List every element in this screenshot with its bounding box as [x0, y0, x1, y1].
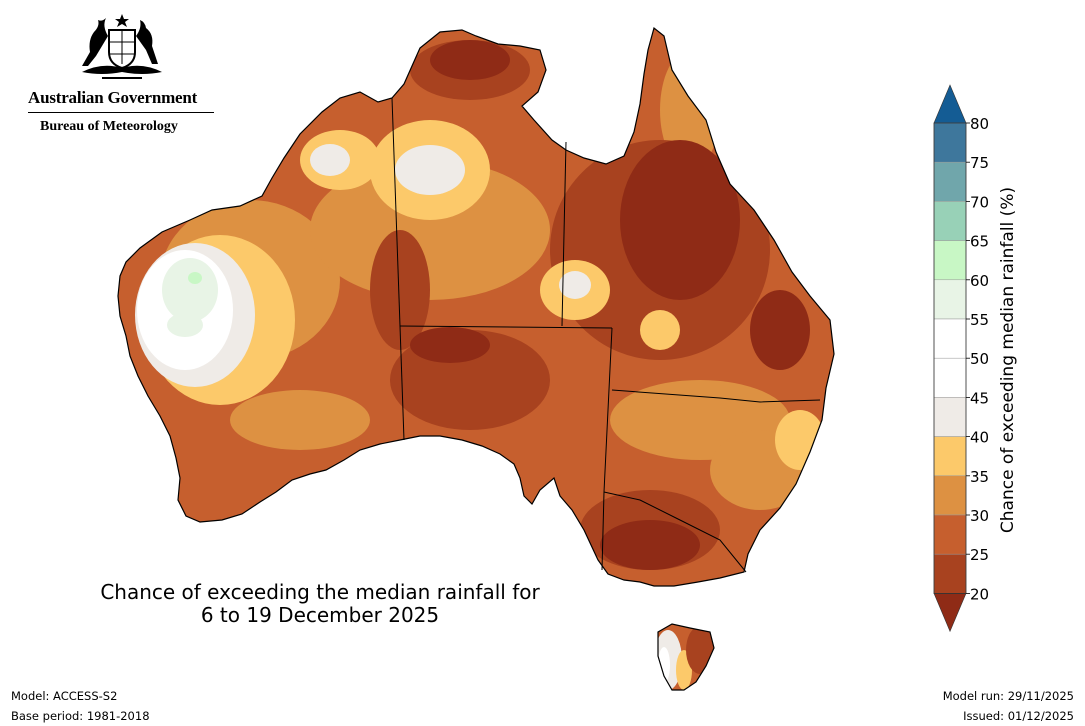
- colorbar-bin-20-25: [933, 553, 967, 594]
- colorbar-tick-label: 40: [970, 429, 989, 447]
- colorbar-tick-label: 70: [970, 193, 989, 211]
- map-title-line1: Chance of exceeding the median rainfall …: [100, 580, 540, 604]
- colorbar-tick-label: 50: [970, 350, 989, 368]
- state-borders: [391, 97, 821, 573]
- colorbar-bin-40-45: [933, 397, 967, 437]
- colorbar: 20 25 30 35 40 45 50 55 60 65 70 75 80: [933, 84, 989, 633]
- tasmania-coastline: [657, 623, 715, 691]
- footer-left: Model: ACCESS-S2 Base period: 1981-2018: [11, 686, 150, 726]
- colorbar-tick-label: 30: [970, 507, 989, 525]
- colorbar-bin-45-50: [933, 357, 967, 398]
- colorbar-tick-label: 75: [970, 154, 989, 172]
- map-title: Chance of exceeding the median rainfall …: [60, 581, 580, 627]
- colorbar-bin-55-60: [933, 279, 967, 320]
- model-run-date: Model run: 29/11/2025: [942, 689, 1074, 703]
- colorbar-bin-below-20: [933, 593, 967, 633]
- coat-of-arms-icon: [82, 14, 162, 79]
- logo-divider: [28, 112, 214, 113]
- footer-right: Model run: 29/11/2025 Issued: 01/12/2025: [943, 686, 1074, 726]
- colorbar-tick-label: 25: [970, 546, 989, 564]
- colorbar-tick-label: 65: [970, 233, 989, 251]
- colorbar-tick-label: 80: [970, 115, 989, 133]
- bureau-name: Bureau of Meteorology: [40, 119, 178, 134]
- colorbar-bin-60-65: [933, 240, 967, 281]
- map-title-line2: 6 to 19 December 2025: [200, 603, 440, 627]
- colorbar-bin-25-30: [933, 514, 967, 555]
- model-name: Model: ACCESS-S2: [11, 689, 118, 703]
- colorbar-bin-30-35: [933, 475, 967, 516]
- colorbar-bin-65-70: [933, 201, 967, 241]
- colorbar-tick-label: 35: [970, 468, 989, 486]
- colorbar-bin-above-80: [933, 84, 967, 124]
- colorbar-bin-70-75: [933, 161, 967, 202]
- colorbar-tick-label: 60: [970, 272, 989, 290]
- colorbar-bin-35-40: [933, 436, 967, 477]
- colorbar-tick-label: 20: [970, 585, 989, 603]
- colorbar-bin-50-55: [933, 318, 967, 359]
- colorbar-tick-label: 45: [970, 389, 989, 407]
- government-name: Australian Government: [28, 88, 198, 107]
- colorbar-bin-75-80: [933, 122, 967, 163]
- base-period: Base period: 1981-2018: [11, 709, 150, 723]
- colorbar-tick-label: 55: [970, 311, 989, 329]
- colorbar-label: Chance of exceeding median rainfall (%): [998, 186, 1018, 534]
- issued-date: Issued: 01/12/2025: [963, 709, 1074, 723]
